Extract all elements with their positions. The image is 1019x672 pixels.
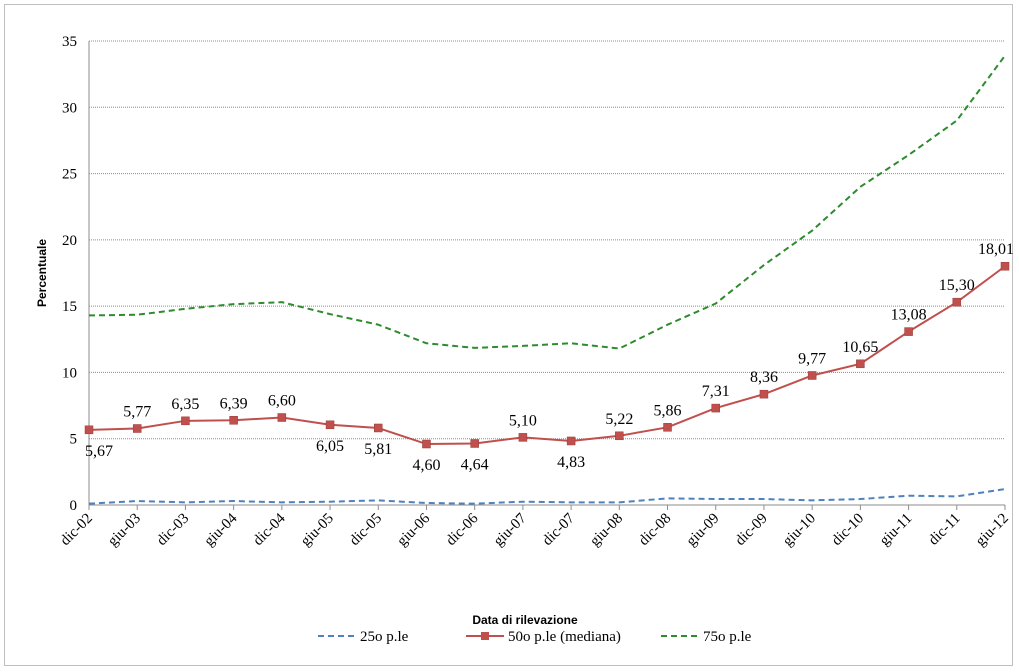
y-axis-title: Percentuale [35, 239, 49, 307]
data-point [566, 436, 576, 446]
data-point [807, 371, 817, 380]
x-tick-label: dic-04 [250, 510, 289, 549]
series-line [88, 265, 1006, 446]
data-label: 4,60 [412, 457, 440, 474]
data-label: 6,35 [171, 396, 199, 413]
data-point [277, 413, 287, 422]
data-point [470, 439, 479, 448]
y-tick-label: 10 [62, 365, 77, 381]
x-axis-title: Data di rilevazione [472, 613, 578, 627]
data-label: 13,08 [891, 307, 927, 324]
y-tick-label: 15 [62, 299, 77, 315]
x-tick-label: dic-03 [154, 511, 192, 549]
data-point [711, 403, 720, 413]
data-point [132, 424, 142, 433]
data-point [952, 297, 962, 307]
data-label: 8,36 [750, 369, 778, 386]
data-point [904, 327, 913, 336]
data-label: 4,83 [557, 454, 585, 471]
data-label: 5,86 [654, 402, 682, 419]
chart-frame [4, 4, 1013, 666]
series-line [88, 54, 1006, 350]
data-label: 4,64 [461, 456, 489, 473]
data-point [229, 416, 238, 425]
data-label: 15,30 [939, 277, 975, 294]
legend-label: 50o p.le (mediana) [508, 629, 621, 645]
x-tick-label: dic-07 [540, 510, 579, 549]
x-tick-label: giu-05 [298, 511, 337, 550]
data-label: 5,22 [605, 411, 633, 428]
data-label: 5,67 [85, 443, 113, 460]
data-point [759, 389, 769, 399]
legend: 25o p.le 50o p.le (mediana) 75o p.le [318, 629, 752, 645]
data-label: 5,77 [123, 404, 151, 421]
data-labels: 5,67 5,77 6,35 6,39 6,60 6,05 5,81 4,60 4,64 5,10… [85, 241, 1014, 474]
x-tick-label: giu-09 [684, 511, 723, 550]
y-tick-label: 20 [62, 233, 77, 249]
data-point [84, 425, 94, 435]
x-tick-label: giu-12 [973, 511, 1012, 550]
data-point [615, 431, 624, 441]
data-point [518, 433, 528, 442]
data-label: 9,77 [798, 350, 826, 367]
y-tick-label: 30 [62, 100, 77, 116]
data-label: 6,39 [220, 395, 248, 412]
x-tick-label: giu-03 [105, 511, 144, 550]
x-tick-label: giu-10 [780, 511, 819, 550]
data-point [181, 416, 190, 426]
data-point [1000, 261, 1010, 271]
y-tick-labels: 0 5 10 15 20 25 30 35 [62, 34, 77, 514]
data-point [325, 420, 335, 430]
gridlines [89, 40, 1005, 440]
x-tick-label: giu-08 [587, 511, 626, 550]
legend-marker [481, 632, 489, 640]
y-tick-label: 35 [62, 34, 77, 50]
x-tick-label: giu-04 [201, 510, 240, 549]
x-tick-label: dic-08 [636, 511, 674, 549]
data-point [422, 439, 431, 449]
x-tick-label: dic-10 [829, 511, 867, 549]
x-tick-label: dic-11 [926, 511, 964, 549]
series-lines [84, 54, 1010, 505]
legend-label: 75o p.le [703, 629, 752, 645]
x-tick-label: dic-05 [347, 511, 385, 549]
y-tick-label: 25 [62, 167, 77, 183]
x-tick-label: giu-06 [394, 510, 433, 549]
data-label: 18,01 [978, 241, 1014, 258]
data-label: 10,65 [842, 339, 878, 356]
legend-label: 25o p.le [360, 629, 409, 645]
x-tick-label: dic-02 [57, 511, 95, 549]
data-label: 6,60 [268, 393, 296, 410]
data-label: 5,81 [364, 441, 392, 458]
data-label: 6,05 [316, 438, 344, 455]
data-label: 5,10 [509, 412, 537, 429]
data-point [663, 423, 672, 432]
x-tick-label: giu-07 [491, 510, 530, 549]
series-line [88, 488, 1006, 505]
data-label: 7,31 [702, 383, 730, 400]
x-tick-labels: dic-02 giu-03 dic-03 giu-04 dic-04 giu-05 dic-… [57, 510, 1011, 549]
x-tick-label: dic-09 [732, 511, 770, 549]
data-point [856, 359, 865, 369]
data-point [374, 423, 383, 433]
y-tick-label: 0 [70, 498, 78, 514]
x-tick-label: dic-06 [443, 510, 482, 549]
x-tick-label: giu-11 [877, 511, 916, 550]
y-tick-label: 5 [70, 432, 78, 448]
